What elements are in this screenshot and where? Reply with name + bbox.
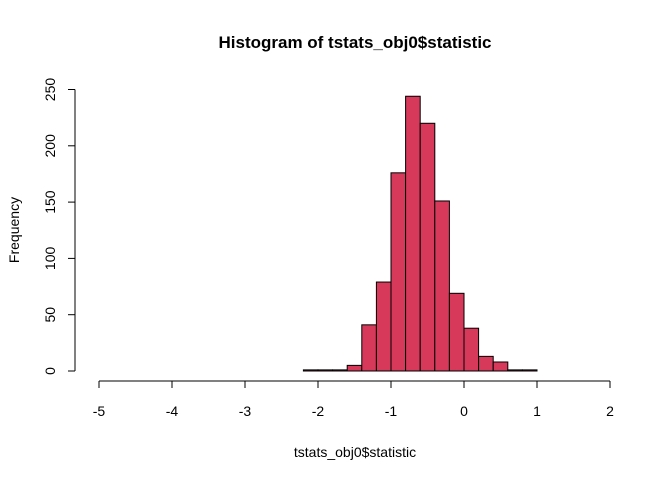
histogram-bar <box>521 369 538 372</box>
x-tick-label: -3 <box>239 403 252 419</box>
y-tick-label: 50 <box>42 307 58 323</box>
histogram-bar <box>346 364 363 372</box>
histogram-bar <box>361 324 377 372</box>
histogram-bar <box>434 200 450 372</box>
histogram-bars <box>302 95 538 372</box>
y-tick-label: 150 <box>42 190 58 214</box>
x-tick-label: -1 <box>385 403 398 419</box>
y-axis-label: Frequency <box>6 197 22 263</box>
x-tick-label: 0 <box>460 403 468 419</box>
y-tick-label: 200 <box>42 134 58 158</box>
y-tick-label: 0 <box>42 367 58 375</box>
x-tick-label: 2 <box>606 403 614 419</box>
x-tick-label: 1 <box>533 403 541 419</box>
x-tick-label: -2 <box>312 403 325 419</box>
histogram-bar <box>317 369 334 372</box>
histogram-bar <box>478 355 494 372</box>
histogram-bar <box>492 361 509 372</box>
x-tick-label: -4 <box>166 403 179 419</box>
x-axis-label: tstats_obj0$statistic <box>294 444 416 460</box>
histogram-bar <box>463 327 480 372</box>
chart-title: Histogram of tstats_obj0$statistic <box>218 33 491 52</box>
histogram-bar <box>375 281 392 372</box>
histogram-bar <box>448 292 465 372</box>
y-tick-label: 250 <box>42 78 58 102</box>
histogram-bar <box>419 122 436 372</box>
histogram-bar <box>405 95 421 372</box>
x-axis: -5 -4 -3 -2 -1 0 1 2 <box>93 380 614 419</box>
x-tick-label: -5 <box>93 403 106 419</box>
histogram-bar <box>507 369 523 372</box>
y-axis: 0 50 100 150 200 250 <box>42 78 76 375</box>
histogram-bar <box>302 369 319 372</box>
y-tick-label: 100 <box>42 247 58 271</box>
histogram-bar <box>390 172 407 372</box>
histogram-bar <box>332 369 348 372</box>
